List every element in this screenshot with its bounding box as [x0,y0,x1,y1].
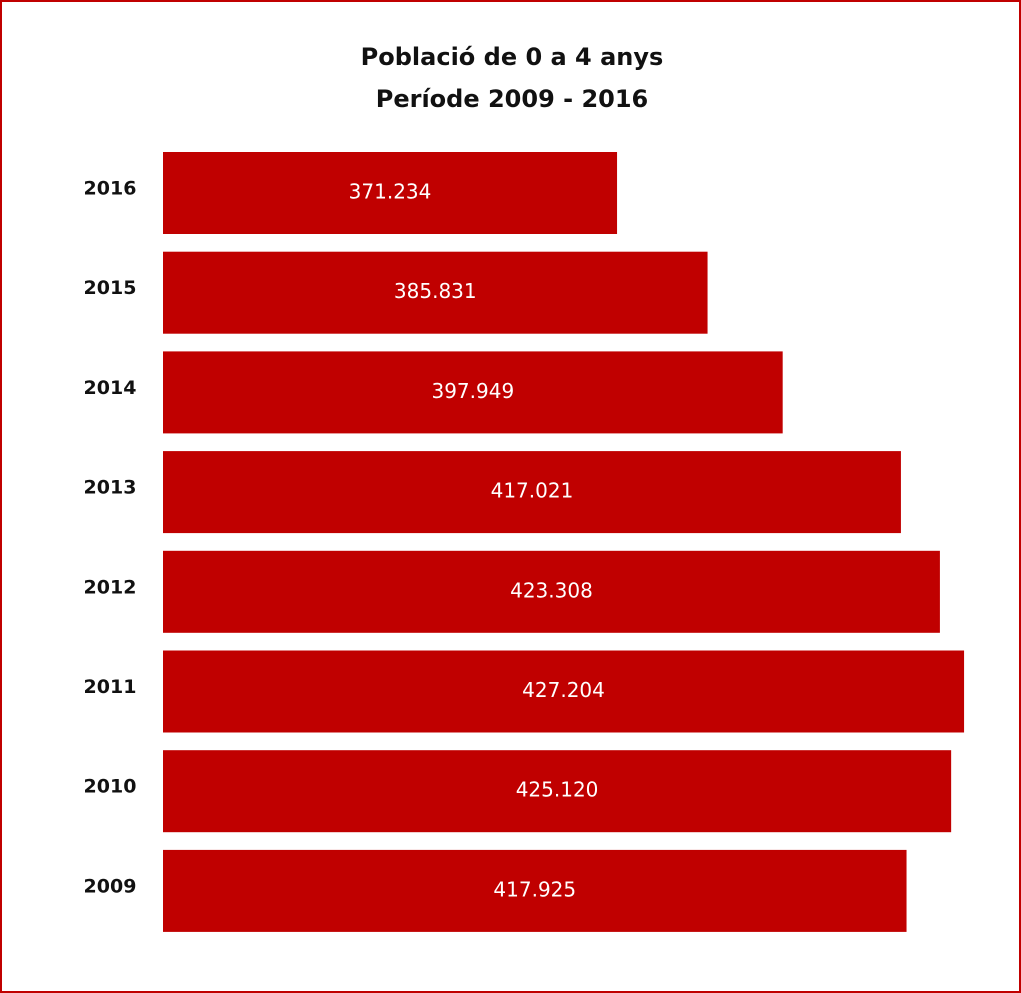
value-label: 425.120 [516,778,599,802]
value-label: 385.831 [394,279,477,303]
bar [163,550,940,633]
y-tick-label: 2016 [84,178,137,200]
value-label: 371.234 [349,180,432,204]
bar [163,650,965,733]
y-tick-label: 2010 [84,776,137,798]
y-tick-label: 2012 [84,576,137,598]
y-tick-label: 2013 [84,477,137,499]
bar [163,451,901,534]
value-label: 417.925 [493,877,576,901]
value-label: 423.308 [510,578,593,602]
value-label: 397.949 [431,379,514,403]
y-tick-label: 2014 [84,377,137,399]
chart-subtitle: Període 2009 - 2016 [376,85,649,113]
bar [163,152,618,234]
bar [163,849,907,932]
y-tick-label: 2011 [84,676,137,698]
chart-title: Població de 0 a 4 anys [361,43,664,71]
y-tick-label: 2015 [84,277,137,299]
y-tick-label: 2009 [84,875,137,897]
bar [163,750,952,833]
bar [163,251,708,334]
value-label: 427.204 [522,678,605,702]
value-label: 417.021 [491,479,574,503]
bar [163,351,783,434]
